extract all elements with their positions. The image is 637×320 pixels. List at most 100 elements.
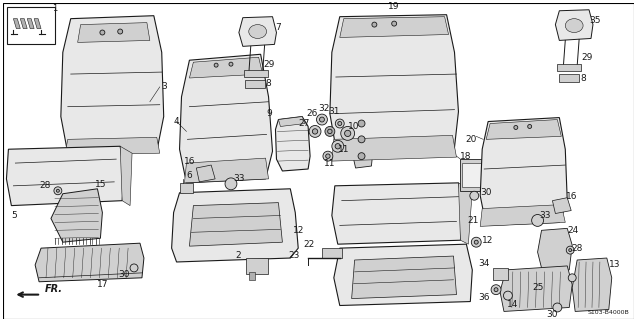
Circle shape <box>475 240 478 244</box>
Circle shape <box>471 237 481 247</box>
Circle shape <box>335 119 344 128</box>
Polygon shape <box>196 165 215 182</box>
Text: 17: 17 <box>97 280 108 289</box>
Circle shape <box>503 291 512 300</box>
Polygon shape <box>332 183 463 244</box>
Text: 33: 33 <box>540 211 551 220</box>
Circle shape <box>225 178 237 190</box>
Circle shape <box>568 274 576 282</box>
Polygon shape <box>65 137 160 155</box>
Polygon shape <box>61 16 164 153</box>
Circle shape <box>317 114 327 125</box>
Polygon shape <box>78 23 150 43</box>
Circle shape <box>130 264 138 272</box>
Text: 12: 12 <box>482 236 494 245</box>
Text: 32: 32 <box>318 104 330 113</box>
Text: 34: 34 <box>479 260 490 268</box>
Circle shape <box>327 129 332 134</box>
Text: 28: 28 <box>39 181 51 190</box>
Circle shape <box>229 62 233 66</box>
Circle shape <box>100 30 105 35</box>
Ellipse shape <box>249 25 266 38</box>
Polygon shape <box>352 256 457 299</box>
Polygon shape <box>13 19 20 28</box>
Circle shape <box>325 126 335 136</box>
Text: 30: 30 <box>480 188 492 197</box>
Circle shape <box>338 122 342 125</box>
Circle shape <box>566 246 574 254</box>
Text: 22: 22 <box>304 240 315 249</box>
Text: 29: 29 <box>582 53 592 62</box>
Circle shape <box>309 125 321 137</box>
Circle shape <box>335 144 340 149</box>
Bar <box>244 70 268 77</box>
Text: 6: 6 <box>187 172 192 180</box>
Text: S103-B4000B: S103-B4000B <box>588 310 629 316</box>
Text: 30: 30 <box>118 270 130 279</box>
Circle shape <box>372 22 377 27</box>
Circle shape <box>553 303 562 312</box>
Circle shape <box>326 154 330 158</box>
Bar <box>462 163 486 187</box>
Bar <box>322 248 341 258</box>
Circle shape <box>332 140 344 152</box>
Text: 8: 8 <box>580 74 586 83</box>
Polygon shape <box>189 203 282 246</box>
Text: 12: 12 <box>292 226 304 235</box>
Bar <box>246 258 268 274</box>
Text: 7: 7 <box>276 23 282 32</box>
Text: 11: 11 <box>338 145 350 154</box>
Polygon shape <box>350 112 375 168</box>
Ellipse shape <box>565 19 583 33</box>
Polygon shape <box>572 258 612 311</box>
Polygon shape <box>27 19 34 28</box>
Text: 27: 27 <box>299 119 310 128</box>
Polygon shape <box>35 243 144 282</box>
Polygon shape <box>239 17 276 46</box>
Circle shape <box>214 63 218 67</box>
Text: 10: 10 <box>348 122 359 131</box>
Text: 29: 29 <box>263 60 275 69</box>
Polygon shape <box>6 146 124 206</box>
Polygon shape <box>332 135 457 161</box>
Polygon shape <box>330 15 459 159</box>
Text: 4: 4 <box>174 117 180 126</box>
Polygon shape <box>480 117 568 225</box>
Bar <box>461 159 488 191</box>
Circle shape <box>494 288 498 292</box>
Text: 16: 16 <box>183 156 195 165</box>
Bar <box>180 183 194 193</box>
Text: 35: 35 <box>589 16 601 25</box>
Bar <box>559 74 579 82</box>
Circle shape <box>341 126 355 140</box>
Polygon shape <box>275 116 310 171</box>
Circle shape <box>345 130 351 137</box>
Circle shape <box>118 29 123 34</box>
Text: 1: 1 <box>52 4 57 13</box>
Polygon shape <box>334 244 472 306</box>
Bar <box>245 80 264 88</box>
Text: 19: 19 <box>389 2 400 11</box>
Polygon shape <box>486 120 561 139</box>
Bar <box>493 268 508 280</box>
Bar <box>557 64 581 71</box>
Polygon shape <box>480 204 565 226</box>
Circle shape <box>392 21 397 26</box>
Circle shape <box>527 124 532 128</box>
Circle shape <box>312 129 318 134</box>
Polygon shape <box>555 10 593 40</box>
Text: 5: 5 <box>11 211 17 220</box>
Polygon shape <box>34 19 41 28</box>
Text: 21: 21 <box>468 216 479 225</box>
Circle shape <box>57 189 59 192</box>
Polygon shape <box>189 57 262 78</box>
Text: 15: 15 <box>95 180 106 189</box>
Circle shape <box>470 191 479 200</box>
Polygon shape <box>51 189 103 242</box>
Text: 25: 25 <box>532 283 543 292</box>
Text: 20: 20 <box>465 135 476 144</box>
Polygon shape <box>171 189 298 262</box>
Polygon shape <box>552 198 571 213</box>
Text: 9: 9 <box>267 109 273 118</box>
Circle shape <box>491 285 501 295</box>
